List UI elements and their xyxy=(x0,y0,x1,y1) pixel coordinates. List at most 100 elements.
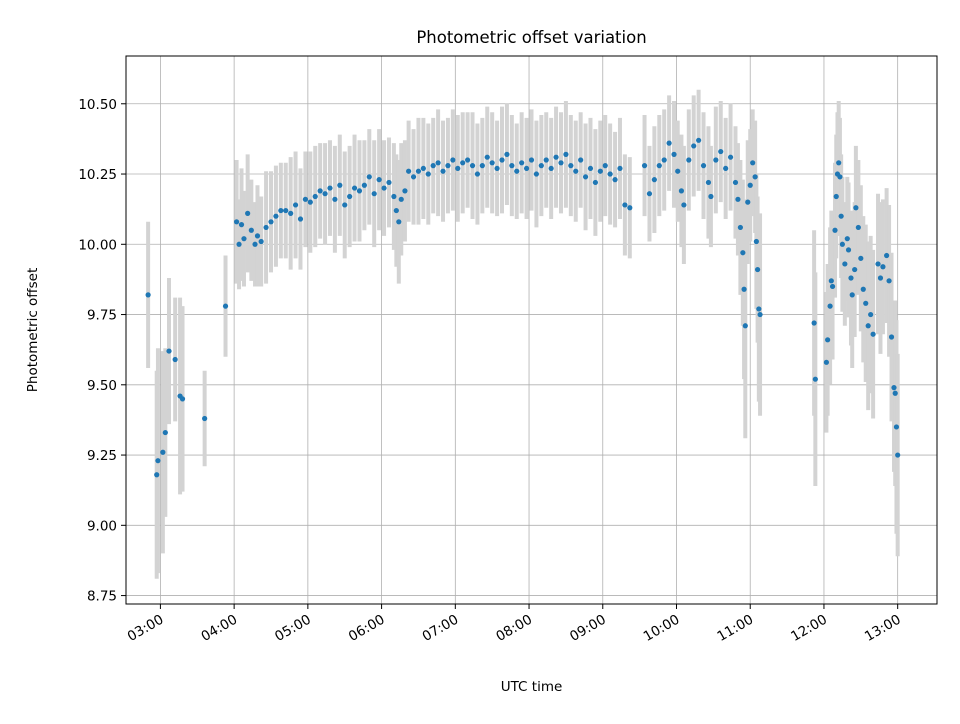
data-point xyxy=(460,160,466,166)
data-point xyxy=(617,165,623,172)
data-point xyxy=(509,163,515,169)
data-point xyxy=(563,151,569,157)
data-point xyxy=(886,278,892,284)
data-point xyxy=(312,193,318,200)
data-point xyxy=(332,196,338,202)
data-point xyxy=(297,216,304,222)
data-point xyxy=(450,157,456,163)
data-point xyxy=(356,188,363,194)
data-point xyxy=(233,219,240,225)
data-point xyxy=(543,157,549,163)
data-point xyxy=(895,452,901,458)
data-point xyxy=(592,179,598,186)
data-point xyxy=(754,266,761,273)
data-point xyxy=(661,157,667,163)
data-point xyxy=(160,449,166,455)
data-point xyxy=(145,292,151,298)
data-point xyxy=(727,154,734,160)
data-point xyxy=(548,165,554,172)
data-point xyxy=(597,168,603,174)
x-axis-label: UTC time xyxy=(501,679,563,695)
data-point xyxy=(484,154,490,160)
data-point xyxy=(880,264,886,270)
data-point xyxy=(848,275,854,281)
data-point xyxy=(222,303,229,309)
data-point xyxy=(263,224,269,231)
data-point xyxy=(393,207,399,214)
data-point xyxy=(381,185,387,191)
data-point xyxy=(745,199,751,205)
data-point xyxy=(558,160,564,166)
data-point xyxy=(273,213,279,219)
data-point xyxy=(742,323,748,329)
data-points xyxy=(145,137,901,478)
data-point xyxy=(474,171,481,177)
data-point xyxy=(252,241,258,247)
data-point xyxy=(396,219,402,225)
data-point xyxy=(504,151,510,157)
data-point xyxy=(641,163,648,169)
plot-area-frame xyxy=(125,55,938,605)
data-point xyxy=(514,168,520,174)
data-point xyxy=(732,179,739,186)
data-point xyxy=(327,185,333,191)
data-point xyxy=(870,331,876,337)
data-point xyxy=(347,193,353,200)
data-point xyxy=(893,424,900,430)
data-point xyxy=(651,177,657,183)
data-point xyxy=(860,286,866,292)
data-point xyxy=(292,202,299,208)
data-point xyxy=(723,165,729,172)
data-point xyxy=(646,191,653,197)
data-point xyxy=(376,177,382,183)
data-point xyxy=(607,171,613,177)
data-point xyxy=(678,188,685,194)
data-point xyxy=(254,233,261,239)
data-point xyxy=(494,165,500,172)
data-point xyxy=(888,334,895,340)
data-point xyxy=(825,337,831,343)
y-tick-label: 8.75 xyxy=(87,589,117,605)
data-point xyxy=(855,224,861,231)
data-point xyxy=(811,320,817,326)
data-point xyxy=(288,210,294,216)
data-point xyxy=(681,202,687,208)
data-point xyxy=(398,196,404,202)
y-tick-label: 10.50 xyxy=(78,97,117,113)
data-point xyxy=(445,163,451,169)
data-point xyxy=(884,252,890,259)
data-point xyxy=(700,163,707,169)
data-point xyxy=(735,196,741,202)
data-point xyxy=(179,396,186,402)
data-point xyxy=(278,207,284,214)
data-point xyxy=(877,275,884,281)
data-point xyxy=(499,157,505,163)
data-point xyxy=(238,222,245,228)
data-point xyxy=(538,163,544,169)
data-point xyxy=(523,165,530,172)
data-point xyxy=(465,157,471,163)
data-point xyxy=(155,458,161,464)
data-point xyxy=(248,227,254,233)
data-point xyxy=(469,163,476,169)
data-point xyxy=(587,165,594,172)
data-point xyxy=(602,163,608,169)
data-point xyxy=(430,163,436,169)
data-point xyxy=(750,160,756,166)
data-point xyxy=(440,168,446,174)
data-point xyxy=(832,227,838,233)
data-point xyxy=(839,241,845,247)
data-point xyxy=(307,199,313,205)
data-point xyxy=(425,171,431,177)
data-point xyxy=(671,151,677,157)
data-point xyxy=(366,174,372,180)
data-point xyxy=(533,171,540,177)
data-point xyxy=(622,202,628,208)
data-point xyxy=(737,224,743,231)
data-point xyxy=(455,165,461,172)
data-point xyxy=(827,303,833,309)
data-point xyxy=(322,191,328,197)
data-point xyxy=(752,174,758,180)
